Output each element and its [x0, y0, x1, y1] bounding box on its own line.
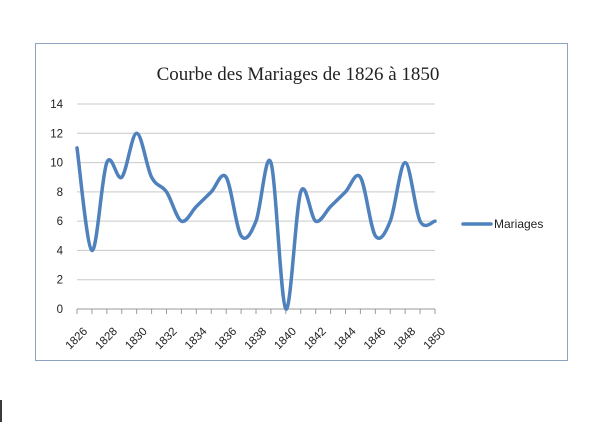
x-tick-label: 1842 — [302, 326, 329, 353]
data-point-1845 — [358, 175, 362, 179]
data-point-1826 — [75, 146, 79, 150]
data-point-1828 — [105, 161, 109, 165]
series-line-0 — [75, 131, 437, 311]
data-point-1841 — [299, 190, 303, 194]
y-tick-label: 14 — [50, 99, 63, 111]
data-point-1836 — [224, 175, 228, 179]
data-point-1830 — [135, 131, 139, 135]
y-tick-label: 2 — [57, 275, 63, 287]
x-tick-label: 1840 — [272, 326, 299, 353]
x-tick-label: 1838 — [243, 326, 270, 353]
line-chart: Courbe des Mariages de 1826 à 1850 0 2 4 6 8… — [50, 64, 543, 353]
data-point-1832 — [165, 190, 169, 194]
scan-margin-mark — [0, 400, 2, 422]
x-tick-label: 1834 — [183, 325, 210, 352]
legend-label: Mariages — [494, 217, 543, 231]
data-point-1831 — [150, 175, 154, 179]
y-tick-label: 6 — [57, 216, 63, 228]
y-tick-label: 8 — [57, 187, 63, 199]
x-tick-label: 1844 — [332, 325, 359, 352]
data-point-1827 — [90, 248, 94, 252]
x-axis: 1826 1828 1830 1832 1834 1836 1838 1840 1842 1844… — [64, 308, 449, 353]
chart-title: Courbe des Mariages de 1826 à 1850 — [157, 64, 440, 85]
y-tick-label: 0 — [57, 304, 63, 316]
x-tick-label: 1848 — [392, 326, 419, 353]
legend: Mariages — [461, 217, 543, 231]
data-point-1850 — [433, 219, 437, 223]
data-point-1842 — [314, 219, 318, 223]
y-tick-label: 10 — [50, 158, 63, 170]
data-point-1834 — [194, 205, 198, 209]
x-tick-label: 1850 — [422, 326, 449, 353]
data-point-1843 — [329, 205, 333, 209]
y-tick-label: 12 — [50, 128, 63, 140]
data-point-1849 — [418, 219, 422, 223]
x-tick-label: 1832 — [153, 326, 180, 353]
chart-frame: Courbe des Mariages de 1826 à 1850 0 2 4 6 8… — [35, 43, 568, 361]
data-point-1833 — [179, 219, 183, 223]
series-layer — [75, 131, 437, 311]
y-axis: 0 2 4 6 8 10 12 14 — [50, 99, 63, 316]
data-point-1829 — [120, 175, 124, 179]
data-point-1835 — [209, 190, 213, 194]
y-tick-label: 4 — [57, 245, 64, 257]
data-point-1844 — [344, 190, 348, 194]
data-point-1840 — [284, 307, 288, 311]
x-tick-label: 1846 — [362, 326, 389, 353]
data-point-1847 — [388, 219, 392, 223]
grid-lines — [77, 103, 435, 281]
data-point-1839 — [269, 161, 273, 165]
data-point-1838 — [254, 219, 258, 223]
data-point-1846 — [373, 234, 377, 238]
x-tick-label: 1836 — [213, 326, 240, 353]
x-tick-label: 1828 — [93, 326, 120, 353]
x-tick-label: 1826 — [64, 326, 91, 353]
x-tick-label: 1830 — [123, 326, 150, 353]
data-point-1848 — [403, 161, 407, 165]
data-point-1837 — [239, 234, 243, 238]
